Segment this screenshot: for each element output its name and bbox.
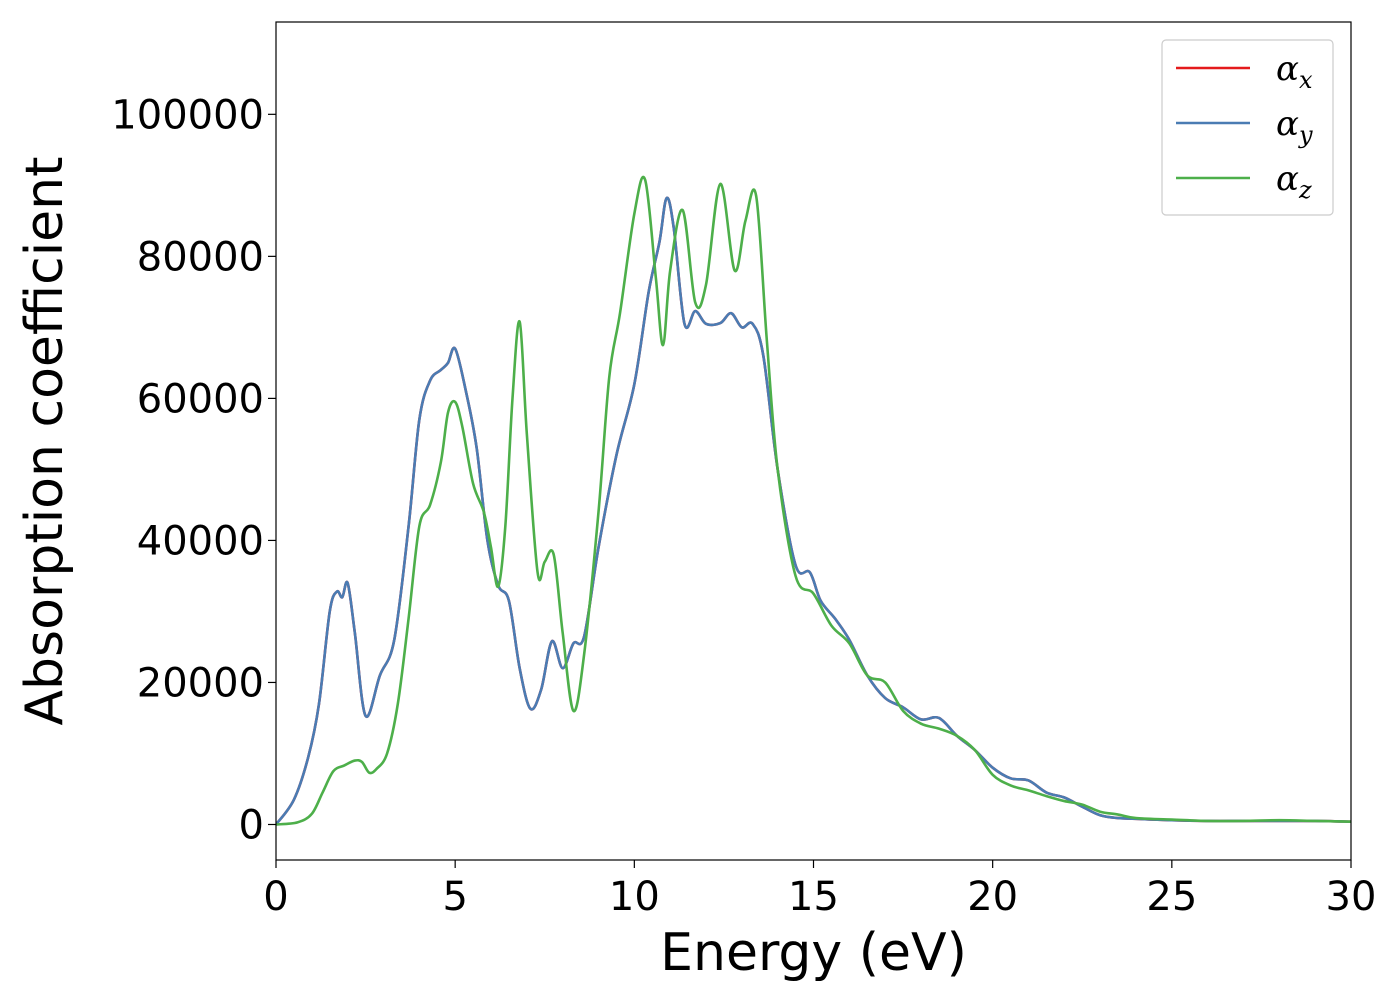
- y-tick-label: 100000: [111, 92, 264, 138]
- x-tick-label: 25: [1146, 874, 1197, 920]
- x-tick-label: 15: [788, 874, 839, 920]
- x-tick-label: 0: [263, 874, 288, 920]
- legend: αx αy αz: [1161, 39, 1334, 216]
- legend-label: αy: [1276, 104, 1313, 149]
- legend-label: αx: [1276, 49, 1313, 94]
- series-line-x: [276, 196, 1351, 826]
- legend-entry-x: αx: [1176, 49, 1313, 94]
- y-tick-label: 0: [239, 802, 264, 848]
- legend-box: [1161, 39, 1334, 216]
- legend-entry-z: αz: [1176, 159, 1312, 204]
- series-layer: [276, 175, 1351, 826]
- x-axis-label: Energy (eV): [660, 923, 967, 983]
- series-line-z: [276, 175, 1351, 826]
- y-axis-label: Absorption coefficient: [15, 156, 75, 725]
- x-tick-label: 5: [442, 874, 467, 920]
- x-axis-ticks: 0 5 10 15 20 25 30: [263, 860, 1376, 920]
- x-tick-label: 30: [1326, 874, 1377, 920]
- y-axis-ticks: 0 20000 40000 60000 80000 100000: [111, 92, 276, 848]
- x-tick-label: 20: [967, 874, 1018, 920]
- series-line-y: [276, 196, 1351, 826]
- y-tick-label: 60000: [137, 376, 264, 422]
- y-tick-label: 80000: [137, 234, 264, 280]
- legend-label: αz: [1276, 159, 1312, 204]
- legend-entry-y: αy: [1176, 104, 1313, 149]
- x-tick-label: 10: [609, 874, 660, 920]
- y-tick-label: 40000: [137, 518, 264, 564]
- y-tick-label: 20000: [137, 660, 264, 706]
